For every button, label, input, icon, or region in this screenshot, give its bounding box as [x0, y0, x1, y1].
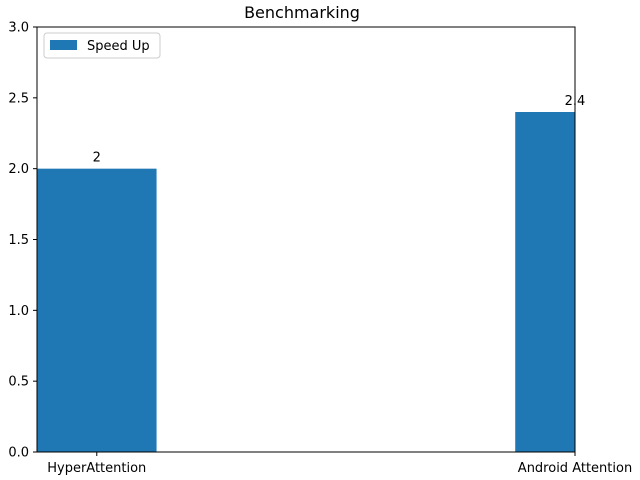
- data-label-hyperattention: 2: [93, 151, 101, 166]
- x-tick-label-android-attention: Android Attention: [518, 461, 632, 476]
- legend-swatch: [50, 40, 77, 50]
- bar-android-attention: [515, 112, 575, 452]
- chart-title: Benchmarking: [244, 3, 360, 22]
- y-tick-label: 2.0: [8, 162, 29, 177]
- legend-box: [43, 32, 161, 59]
- legend: Speed Up: [43, 32, 161, 59]
- bar-hyperattention: [37, 168, 157, 452]
- y-tick-label: 0.5: [8, 375, 29, 390]
- y-tick-label: 1.0: [8, 304, 29, 319]
- y-tick-label: 3.0: [8, 21, 29, 36]
- y-tick-label: 0.0: [8, 446, 29, 461]
- y-tick-label: 2.5: [8, 91, 29, 106]
- y-tick-label: 1.5: [8, 233, 29, 248]
- legend-label-speed-up: Speed Up: [87, 39, 150, 54]
- x-tick-label-hyperattention: HyperAttention: [47, 461, 146, 476]
